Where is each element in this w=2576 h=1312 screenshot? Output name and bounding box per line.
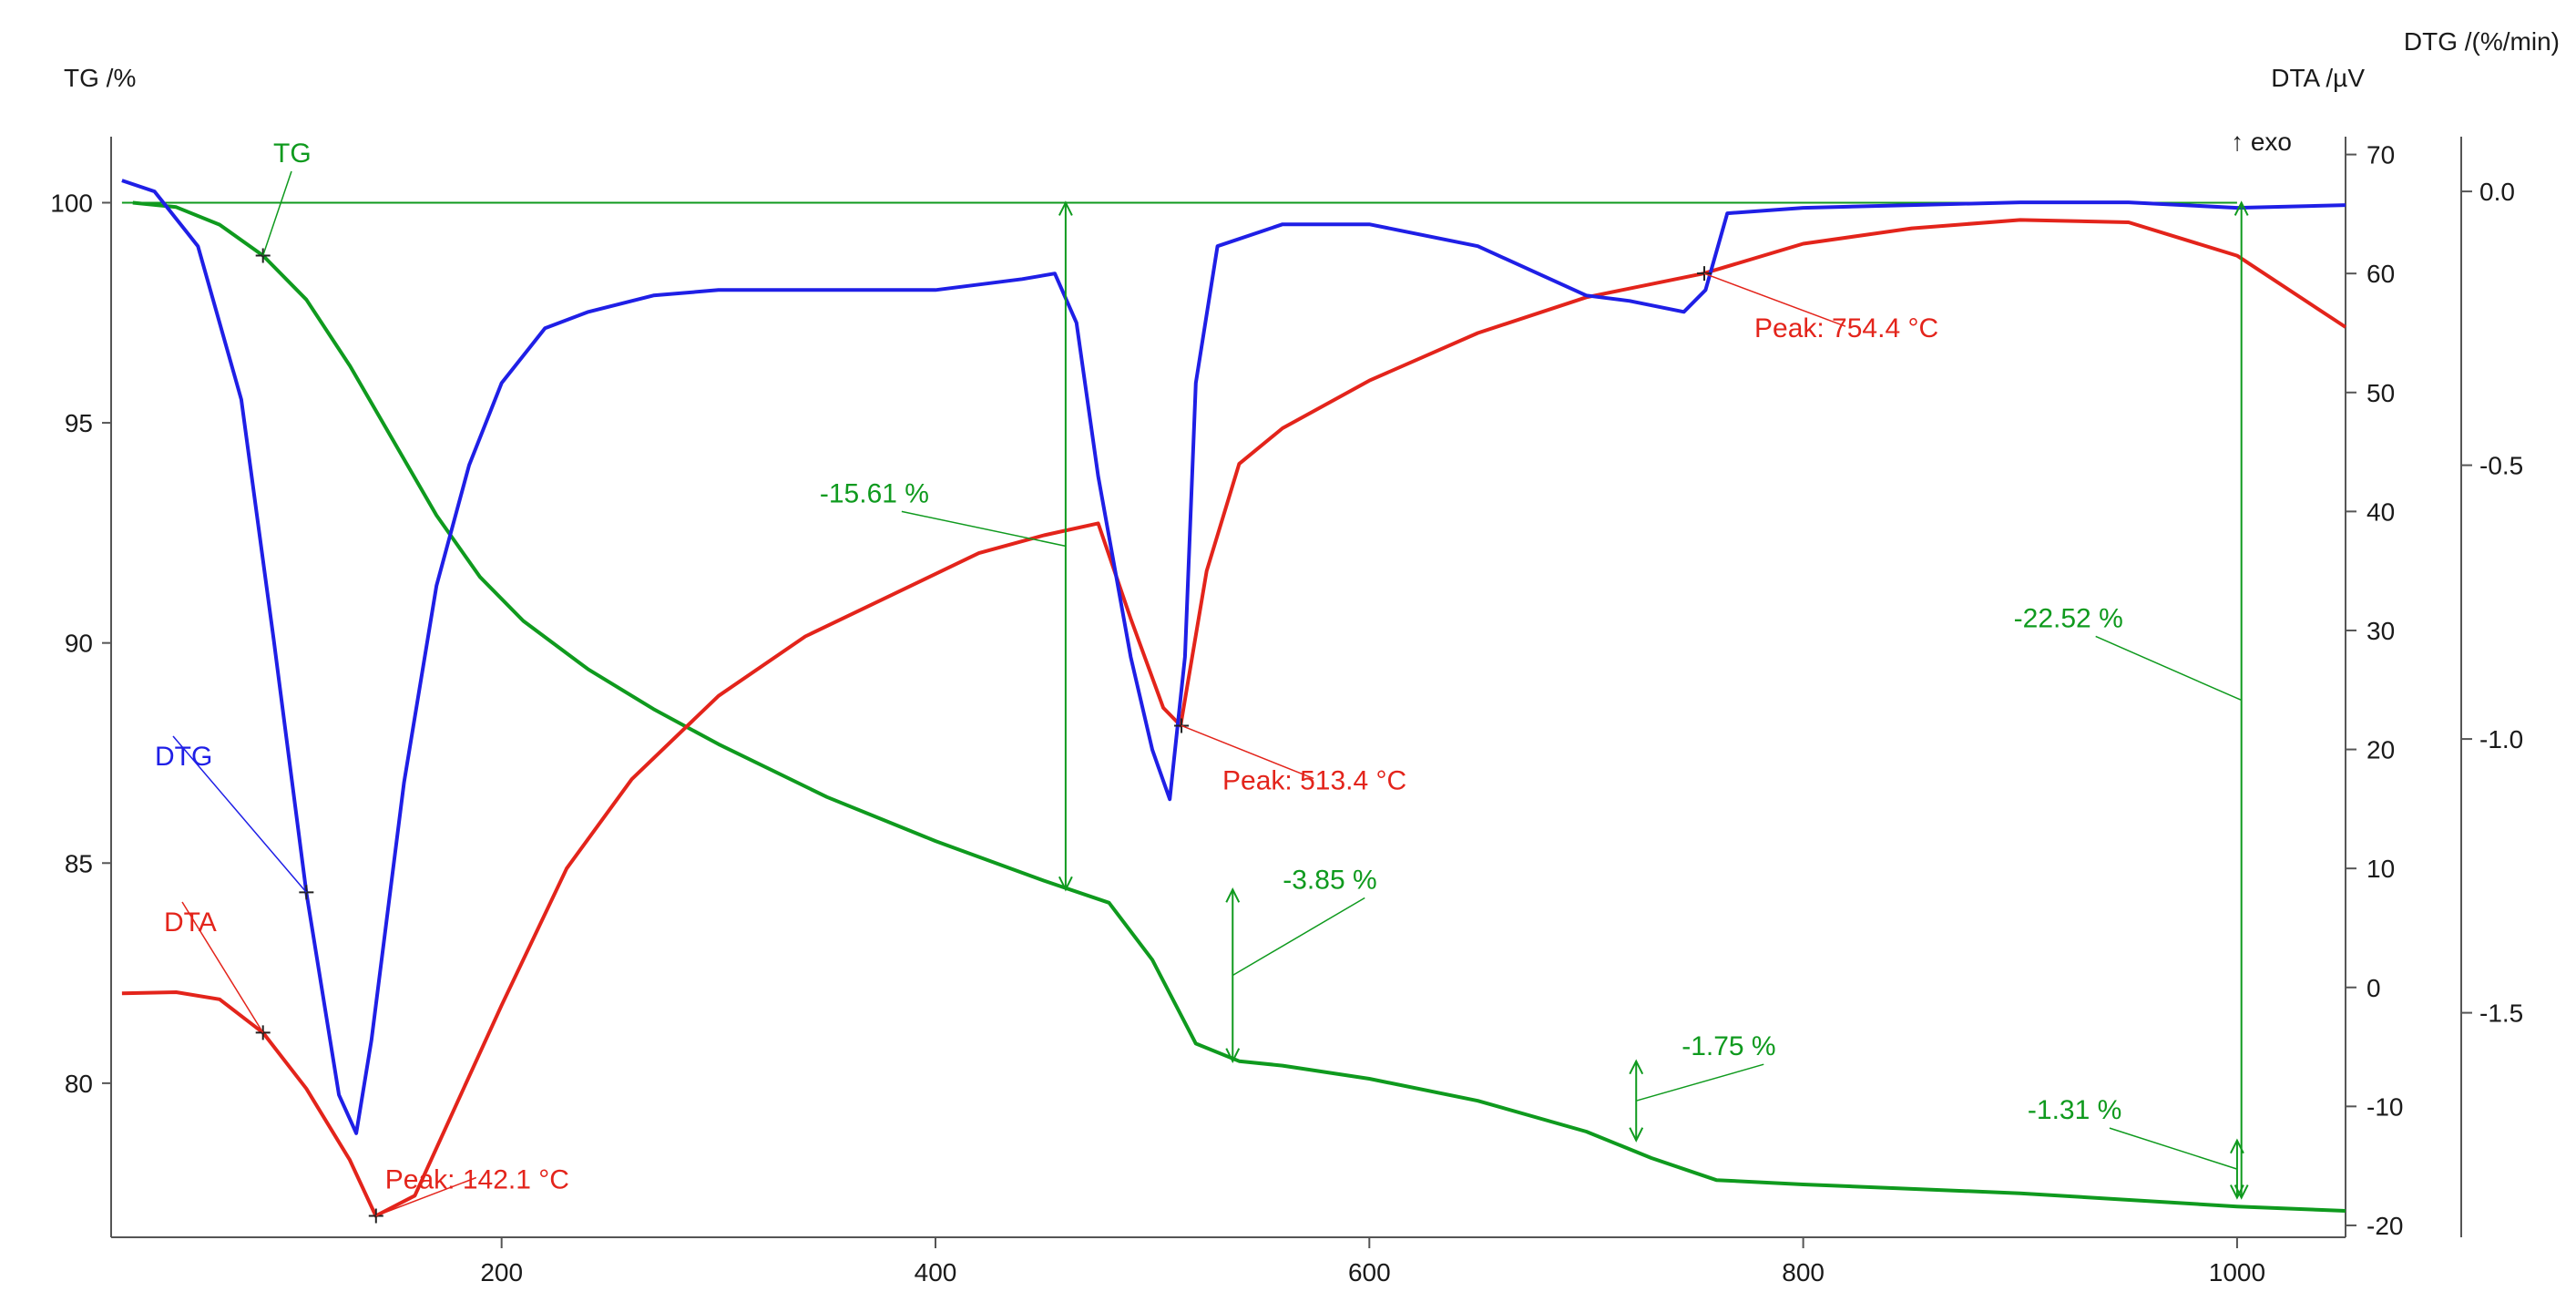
peaks-layer: Peak: 142.1 °C Peak: 513.4 °C Peak: 754.4 …: [368, 266, 1938, 1224]
axis-ticks: 200 400 600 800 1000 80 85 90 95 100 -20 -10 0 10 20 30…: [50, 141, 2523, 1286]
dta-tick-label: 50: [2366, 379, 2395, 407]
peak-leader: [1181, 724, 1314, 780]
x-tick-label: 800: [1782, 1258, 1825, 1286]
dta-tick-label: 0: [2366, 974, 2381, 1002]
peak-leader: [1703, 272, 1846, 327]
curve-label-marker: [299, 885, 314, 900]
dta-tick-label: -10: [2366, 1092, 2403, 1121]
mass-step-arrowhead-bottom: [2234, 1184, 2249, 1200]
series-line-dtg: [121, 179, 2346, 1135]
dta-tick-label: -20: [2366, 1212, 2403, 1240]
tg-tick-label: 85: [65, 849, 93, 877]
tg-tick-label: 100: [50, 189, 93, 217]
curve-labels-layer: TG DTG DTA: [155, 138, 314, 1040]
series-line-dta: [121, 218, 2347, 1218]
curve-label-tg: TG: [273, 138, 312, 169]
exo-indicator: ↑ exo: [2231, 128, 2292, 156]
dtg-tick-label: -1.5: [2479, 999, 2523, 1028]
mass-step-arrowhead-top: [1058, 200, 1073, 216]
mass-step-arrowhead-bottom: [1058, 876, 1073, 892]
curve-label-leader: [261, 170, 292, 256]
tg-tick-label: 80: [65, 1070, 93, 1098]
x-tick-label: 1000: [2209, 1258, 2265, 1286]
series-layer: [121, 179, 2347, 1218]
dtg-axis-title: DTG /(%/min): [2404, 27, 2560, 56]
mass-step-label: -15.61 %: [820, 478, 929, 508]
mass-step-leader: [1232, 897, 1365, 977]
peak-label: Peak: 513.4 °C: [1222, 765, 1406, 795]
x-tick-label: 200: [480, 1258, 523, 1286]
mass-step-label: -22.52 %: [2014, 603, 2123, 633]
mass-step-leader: [2109, 1127, 2238, 1170]
mass-step-leader: [2095, 635, 2242, 702]
mass-step-label: -1.75 %: [1682, 1031, 1775, 1061]
curve-label-leader: [172, 735, 307, 893]
dta-axis-title: DTA /µV: [2271, 64, 2365, 92]
dta-tick-label: 40: [2366, 497, 2395, 526]
curve-label-marker: [255, 1025, 271, 1040]
curve-label-dta: DTA: [164, 907, 217, 938]
mass-step-arrowhead-top: [1225, 887, 1241, 903]
mass-step-label: -3.85 %: [1283, 865, 1376, 895]
curve-label-leader: [181, 901, 264, 1033]
curve-label-dtg: DTG: [155, 742, 212, 772]
dta-tick-label: 60: [2366, 260, 2395, 288]
peak-leader: [375, 1176, 477, 1217]
dtg-tick-label: -1.0: [2479, 725, 2523, 753]
series-line-tg: [132, 200, 2346, 1213]
mass-step-leader: [901, 510, 1067, 548]
peak-label: Peak: 754.4 °C: [1754, 313, 1938, 343]
mass-step-leader: [1636, 1063, 1764, 1102]
peak-marker: [1697, 266, 1712, 282]
dta-tick-label: 10: [2366, 855, 2395, 883]
tg-tick-label: 90: [65, 630, 93, 658]
mass-steps-layer: -15.61 % -3.85 % -1.75 % -1.31 % -22.52 %: [820, 200, 2249, 1200]
mass-step-arrowhead-bottom: [1225, 1048, 1241, 1063]
tg-axis-title: TG /%: [64, 64, 136, 92]
dtg-tick-label: -0.5: [2479, 452, 2523, 480]
peak-label: Peak: 142.1 °C: [385, 1164, 569, 1194]
dtg-tick-label: 0.0: [2479, 178, 2515, 206]
mass-step-label: -1.31 %: [2028, 1095, 2121, 1125]
mass-step-arrowhead-top: [1629, 1059, 1644, 1075]
mass-step-arrowhead-bottom: [1629, 1127, 1644, 1143]
x-tick-label: 400: [915, 1258, 957, 1286]
dta-tick-label: 70: [2366, 141, 2395, 169]
dta-tick-label: 20: [2366, 736, 2395, 764]
dta-tick-label: 30: [2366, 617, 2395, 645]
x-tick-label: 600: [1348, 1258, 1391, 1286]
mass-step-arrowhead-top: [2234, 200, 2249, 216]
tg-tick-label: 95: [65, 409, 93, 437]
